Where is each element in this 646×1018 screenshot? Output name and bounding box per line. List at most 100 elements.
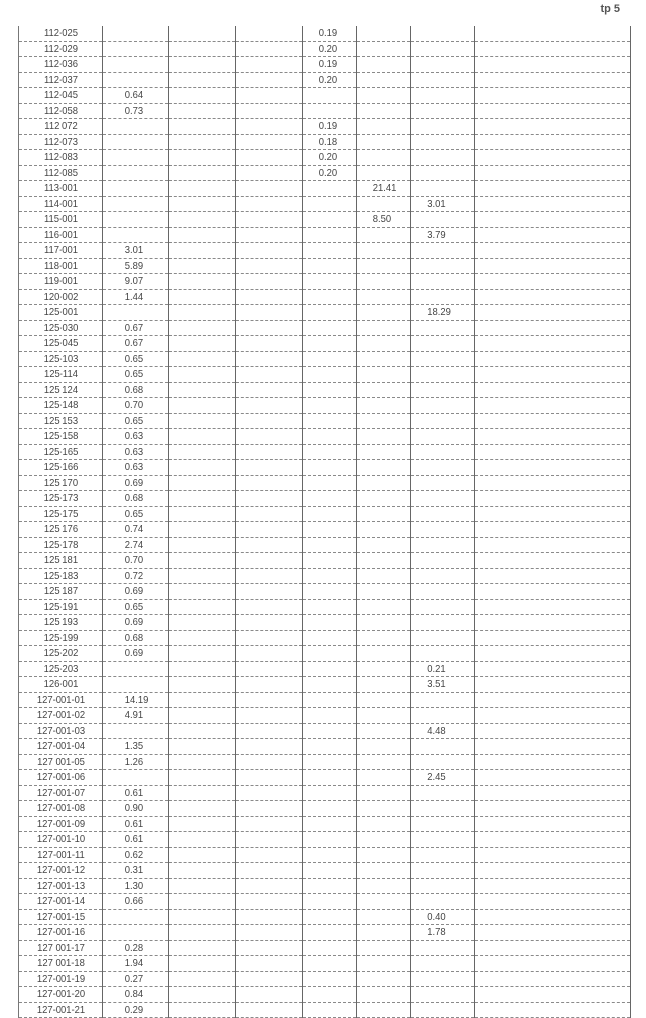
row-id-cell: 125-175 bbox=[22, 506, 99, 522]
table-row: 125-191 0.65 bbox=[19, 599, 631, 615]
value-cell bbox=[482, 723, 624, 739]
value-cell: 0.69 bbox=[105, 475, 166, 491]
table-row: 127-001-02 4.91 bbox=[19, 707, 631, 724]
value-cell bbox=[482, 862, 624, 879]
table-row: 125-173 0.68 bbox=[19, 490, 631, 507]
value-cell: 1.30 bbox=[105, 878, 166, 894]
value-cell bbox=[238, 72, 300, 88]
table-row: 112-025 0.19 bbox=[19, 26, 631, 42]
value-cell bbox=[359, 599, 409, 615]
value-cell bbox=[482, 940, 624, 956]
value-cell: 0.70 bbox=[105, 397, 166, 414]
value-cell bbox=[305, 475, 355, 491]
value-cell bbox=[413, 630, 472, 646]
value-cell bbox=[305, 614, 355, 631]
row-id-cell: 125-030 bbox=[22, 320, 99, 336]
value-cell bbox=[482, 258, 624, 274]
value-cell bbox=[482, 909, 624, 925]
row-id-cell: 112 072 bbox=[22, 118, 99, 135]
row-id-cell: 125-045 bbox=[22, 335, 99, 352]
value-cell: 0.20 bbox=[305, 41, 355, 57]
value-cell bbox=[238, 196, 300, 212]
value-cell bbox=[171, 490, 233, 507]
value-cell bbox=[482, 924, 624, 941]
value-cell: 0.72 bbox=[105, 568, 166, 584]
value-cell bbox=[238, 273, 300, 290]
table-row: 125-030 0.67 bbox=[19, 320, 631, 336]
value-cell bbox=[238, 103, 300, 119]
value-cell bbox=[238, 661, 300, 677]
value-cell bbox=[413, 692, 472, 708]
value-cell bbox=[105, 661, 166, 677]
value-cell bbox=[238, 971, 300, 987]
row-id-cell: 116-001 bbox=[22, 227, 99, 243]
value-cell: 0.27 bbox=[105, 971, 166, 987]
value-cell bbox=[482, 986, 624, 1003]
value-cell bbox=[359, 227, 409, 243]
value-cell bbox=[105, 149, 166, 166]
table-row: 127-001-11 0.62 bbox=[19, 847, 631, 863]
value-cell bbox=[305, 723, 355, 739]
value-cell bbox=[238, 924, 300, 941]
value-cell bbox=[413, 614, 472, 631]
value-cell: 0.68 bbox=[105, 382, 166, 398]
value-cell bbox=[305, 940, 355, 956]
value-cell bbox=[238, 490, 300, 507]
value-cell bbox=[359, 1002, 409, 1018]
value-cell bbox=[238, 149, 300, 166]
value-cell bbox=[413, 878, 472, 894]
value-cell bbox=[359, 87, 409, 104]
row-id-cell: 125-158 bbox=[22, 428, 99, 445]
value-cell bbox=[482, 614, 624, 631]
value-cell bbox=[238, 800, 300, 817]
value-cell bbox=[482, 134, 624, 150]
table-row: 113-001 21.41 bbox=[19, 180, 631, 197]
value-cell bbox=[171, 723, 233, 739]
value-cell bbox=[359, 273, 409, 290]
row-id-cell: 127-001-21 bbox=[22, 1002, 99, 1018]
value-cell bbox=[305, 242, 355, 259]
value-cell bbox=[482, 227, 624, 243]
value-cell bbox=[305, 583, 355, 600]
value-cell bbox=[359, 428, 409, 445]
value-cell bbox=[105, 211, 166, 228]
value-cell bbox=[359, 816, 409, 832]
value-cell: 18.29 bbox=[413, 304, 472, 321]
value-cell bbox=[359, 382, 409, 398]
value-cell bbox=[105, 72, 166, 88]
value-cell bbox=[105, 41, 166, 57]
value-cell bbox=[305, 196, 355, 212]
value-cell bbox=[305, 506, 355, 522]
value-cell bbox=[305, 1002, 355, 1018]
value-cell bbox=[171, 630, 233, 646]
value-cell bbox=[171, 459, 233, 476]
table-row: 125-103 0.65 bbox=[19, 351, 631, 367]
row-id-cell: 127-001-11 bbox=[22, 847, 99, 863]
row-id-cell: 115-001 bbox=[22, 211, 99, 228]
value-cell bbox=[413, 72, 472, 88]
row-id-cell: 125-173 bbox=[22, 490, 99, 507]
value-cell bbox=[413, 831, 472, 848]
value-cell bbox=[171, 661, 233, 677]
value-cell: 0.21 bbox=[413, 661, 472, 677]
value-cell bbox=[482, 552, 624, 569]
table-row: 125 181 0.70 bbox=[19, 552, 631, 569]
row-id-cell: 127-001-16 bbox=[22, 924, 99, 941]
value-cell: 0.63 bbox=[105, 459, 166, 476]
value-cell bbox=[305, 630, 355, 646]
value-cell bbox=[482, 149, 624, 166]
value-cell bbox=[105, 26, 166, 42]
value-cell bbox=[413, 149, 472, 166]
value-cell bbox=[238, 893, 300, 910]
value-cell: 0.31 bbox=[105, 862, 166, 879]
value-cell bbox=[482, 320, 624, 336]
value-cell bbox=[413, 165, 472, 181]
value-cell: 0.19 bbox=[305, 118, 355, 135]
table-row: 127 001-17 0.28 bbox=[19, 940, 631, 956]
value-cell bbox=[171, 707, 233, 724]
value-cell bbox=[413, 41, 472, 57]
row-id-cell: 127-001-06 bbox=[22, 769, 99, 786]
value-cell bbox=[413, 568, 472, 584]
value-cell bbox=[305, 754, 355, 770]
row-id-cell: 112-029 bbox=[22, 41, 99, 57]
